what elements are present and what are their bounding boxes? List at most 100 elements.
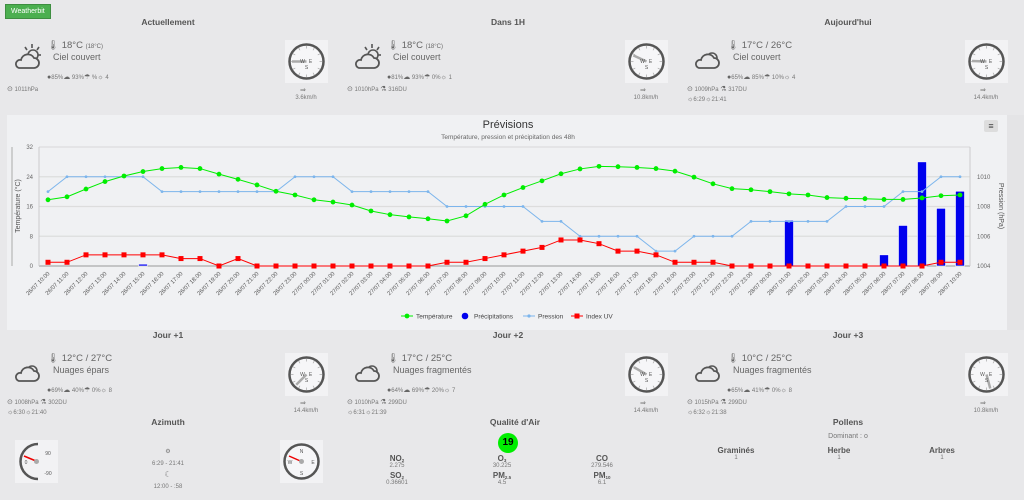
thermometer-icon: 🌡 — [727, 353, 740, 364]
weather-card: Dans 1H 🌡 18°C (18°C) Ciel couvert ●81%☁… — [340, 0, 680, 101]
card-title: Actuellement — [141, 17, 195, 27]
svg-text:E: E — [309, 59, 313, 65]
sunset: 21:38 — [711, 410, 727, 416]
uv-point — [501, 252, 507, 258]
humidity: 85% — [51, 75, 64, 81]
azimuth-compass: N W E S — [280, 440, 323, 483]
temperature-point — [216, 171, 222, 177]
pressure-point — [692, 234, 696, 238]
svg-text:W: W — [300, 59, 305, 65]
wind-compass: W ES — [625, 353, 668, 396]
temperature-point — [843, 195, 849, 201]
scrollbar[interactable] — [1007, 115, 1024, 330]
air-quality-title: Qualité d'Air — [489, 417, 541, 427]
temperature-point — [83, 186, 89, 192]
compass-w: W — [288, 460, 293, 466]
temperature-point — [159, 166, 165, 171]
stats-line: ●69%☁ 40%☂ 0%☼ 8 — [47, 386, 112, 394]
legend-item-3: Index UV — [586, 313, 613, 320]
legend-marker — [404, 313, 410, 319]
pressure-point — [350, 190, 354, 194]
pressure-point — [882, 205, 886, 208]
gauge-label-0: 0 — [25, 460, 28, 466]
pressure-point — [46, 190, 50, 194]
umbrella-icon: ☂ — [423, 74, 431, 81]
cloud-icon: ☁ — [743, 387, 751, 394]
uv-point — [273, 263, 279, 269]
temperature-point — [919, 195, 925, 201]
temperature-point — [558, 171, 564, 177]
pollen-value: 1 — [734, 455, 738, 461]
uv-point — [45, 259, 51, 265]
pressure-point — [445, 205, 449, 208]
pressure-point — [768, 219, 772, 223]
temperature-point — [292, 192, 298, 198]
pressure-point — [65, 175, 69, 179]
humidity-icon: ● — [387, 387, 392, 394]
pressure-point — [293, 175, 297, 179]
pressure-line: ⊙ 1010hPa ⚗ 299DU — [347, 398, 407, 406]
precip-prob: 0% — [771, 388, 781, 394]
uv-point — [178, 256, 184, 262]
precip-prob: 10% — [771, 75, 784, 81]
pressure-point — [711, 234, 715, 238]
pollen-item: Arbres 1 — [912, 447, 972, 462]
pollutant-value: 2.275 — [389, 463, 405, 469]
uv-point — [634, 248, 640, 254]
pressure: 1015hPa — [694, 400, 719, 406]
svg-text:W: W — [640, 372, 645, 378]
temperature-point — [672, 168, 678, 174]
azimuth-title: Azimuth — [151, 417, 185, 427]
uv-point — [254, 263, 260, 269]
umbrella-icon: ☂ — [763, 387, 771, 394]
pollen-name: Arbres — [929, 446, 955, 455]
svg-text:W: W — [640, 59, 645, 65]
temperature-point — [425, 216, 431, 222]
pollutant-subscript: 10 — [605, 475, 611, 480]
thermometer-icon: 🌡 — [727, 40, 740, 51]
chart-title: Prévisions — [483, 119, 534, 131]
pollen-name: Herbe — [827, 446, 851, 455]
chart-subtitle: Température, pression et précipitation d… — [441, 134, 575, 141]
temperature-point — [539, 178, 545, 184]
partly-sunny-icon — [15, 44, 41, 69]
stats-line: ●64%☁ 69%☂ 20%☼ 7 — [387, 386, 455, 394]
sun-line: ☼6:31☼21:39 — [347, 409, 387, 416]
pollutant-name: SO2 — [367, 472, 427, 480]
humidity-icon: ● — [47, 74, 52, 81]
uv-point — [729, 263, 735, 269]
pressure-point — [103, 175, 107, 179]
pressure: 1008hPa — [14, 400, 39, 406]
temperature-point — [577, 166, 583, 172]
sunset-icon: ☼ — [365, 409, 372, 416]
temperature-point — [729, 186, 735, 192]
wind-speed: 14.4km/h — [633, 408, 659, 414]
pressure: 1010hPa — [354, 400, 379, 406]
pressure-point — [255, 190, 259, 194]
sunset-icon: ☼ — [25, 409, 32, 416]
chart-menu-button[interactable]: ≡ — [984, 120, 998, 132]
card-title: Jour +3 — [832, 330, 864, 340]
wind-speed: 3.6km/h — [295, 95, 317, 101]
pollutant-value: 4.5 — [497, 480, 507, 486]
card-title: Dans 1H — [490, 17, 525, 27]
temperature-point — [957, 192, 963, 198]
gauge-icon: ⊙ — [347, 86, 353, 93]
uv-point — [938, 259, 944, 265]
pollutant-subscript: 2 — [401, 475, 405, 480]
pressure-line: ⊙ 1010hPa ⚗ 316DU — [347, 85, 407, 93]
pollutant-name: PM10 — [572, 472, 632, 480]
pollens-title: Pollens — [832, 417, 864, 427]
gauge-icon: ⊙ — [687, 399, 693, 406]
cloud-icon: ☁ — [63, 387, 71, 394]
svg-text:E: E — [309, 372, 313, 378]
cloud-icon: ☁ — [743, 74, 751, 81]
chart-svg: Prévisions Température, pression et préci… — [11, 119, 1004, 320]
uv-point — [539, 244, 545, 250]
weatherbit-badge[interactable]: Weatherbit — [5, 4, 51, 19]
moon-icon: ☾ — [164, 470, 172, 479]
pressure-point — [331, 175, 335, 179]
pollutant-name: CO — [572, 455, 632, 463]
uv-point — [881, 263, 887, 269]
card-title: Aujourd'hui — [824, 17, 872, 27]
